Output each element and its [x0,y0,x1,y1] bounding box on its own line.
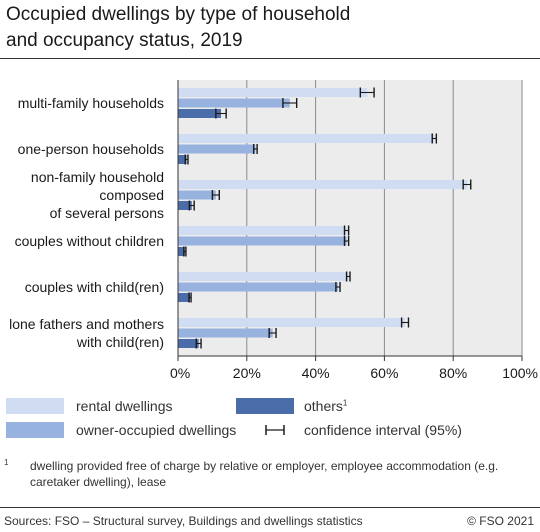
legend-others-sup: 1 [342,398,348,408]
bar [178,134,435,143]
plot-area [178,80,522,356]
category-label: multi-family households [18,95,164,111]
bar [178,328,273,338]
bar [178,339,199,348]
x-tick-label: 0% [170,365,190,381]
bar [178,109,221,118]
category-label: couples with child(ren) [25,279,164,295]
category-label: with child(ren) [76,334,164,350]
x-tick-label: 100% [502,365,538,381]
x-tick-label: 20% [233,365,261,381]
title-rule [0,58,540,59]
bar [178,282,338,292]
copyright-text: © FSO 2021 [467,514,534,528]
x-tick-label: 40% [302,365,330,381]
bar [178,226,347,235]
bar [178,247,185,256]
category-label: of several persons [50,205,164,221]
footer-rule [0,507,540,508]
bar [178,318,406,327]
bar [178,88,368,97]
bar [178,293,191,302]
legend-swatch-others [236,398,294,414]
legend-label-rental: rental dwellings [76,398,173,414]
legend-label-ci: confidence interval (95%) [304,422,462,438]
category-label: couples without children [15,233,164,249]
x-tick-label: 60% [370,365,398,381]
category-label: lone fathers and mothers [9,316,164,332]
legend-swatch-owner [6,422,64,438]
title-line-1: Occupied dwellings by type of household [6,4,351,25]
ci-legend-icon [265,425,285,435]
bar [178,144,256,154]
bar [178,272,349,281]
bar [178,201,192,210]
chart-title: Occupied dwellings by type of household … [6,2,526,54]
legend-label-others: others1 [304,398,347,414]
footnote-text: dwelling provided free of charge by rela… [30,459,499,489]
bar [178,98,290,108]
legend-swatch-rental [6,398,64,414]
category-label: composed [99,187,164,203]
category-label: one-person households [18,141,164,157]
bar [178,180,467,189]
legend-others-text: others [304,398,343,414]
category-label: non-family household [31,169,164,185]
legend-label-owner: owner-occupied dwellings [76,422,237,438]
bar-chart: multi-family households one-person househ… [9,80,538,381]
bar [178,190,216,200]
footnote-mark: 1 [4,458,9,467]
sources-text: Sources: FSO – Structural survey, Buildi… [4,514,363,528]
bar [178,236,347,246]
bar [178,155,187,164]
title-line-2: and occupancy status, 2019 [6,30,243,51]
x-tick-label: 80% [439,365,467,381]
